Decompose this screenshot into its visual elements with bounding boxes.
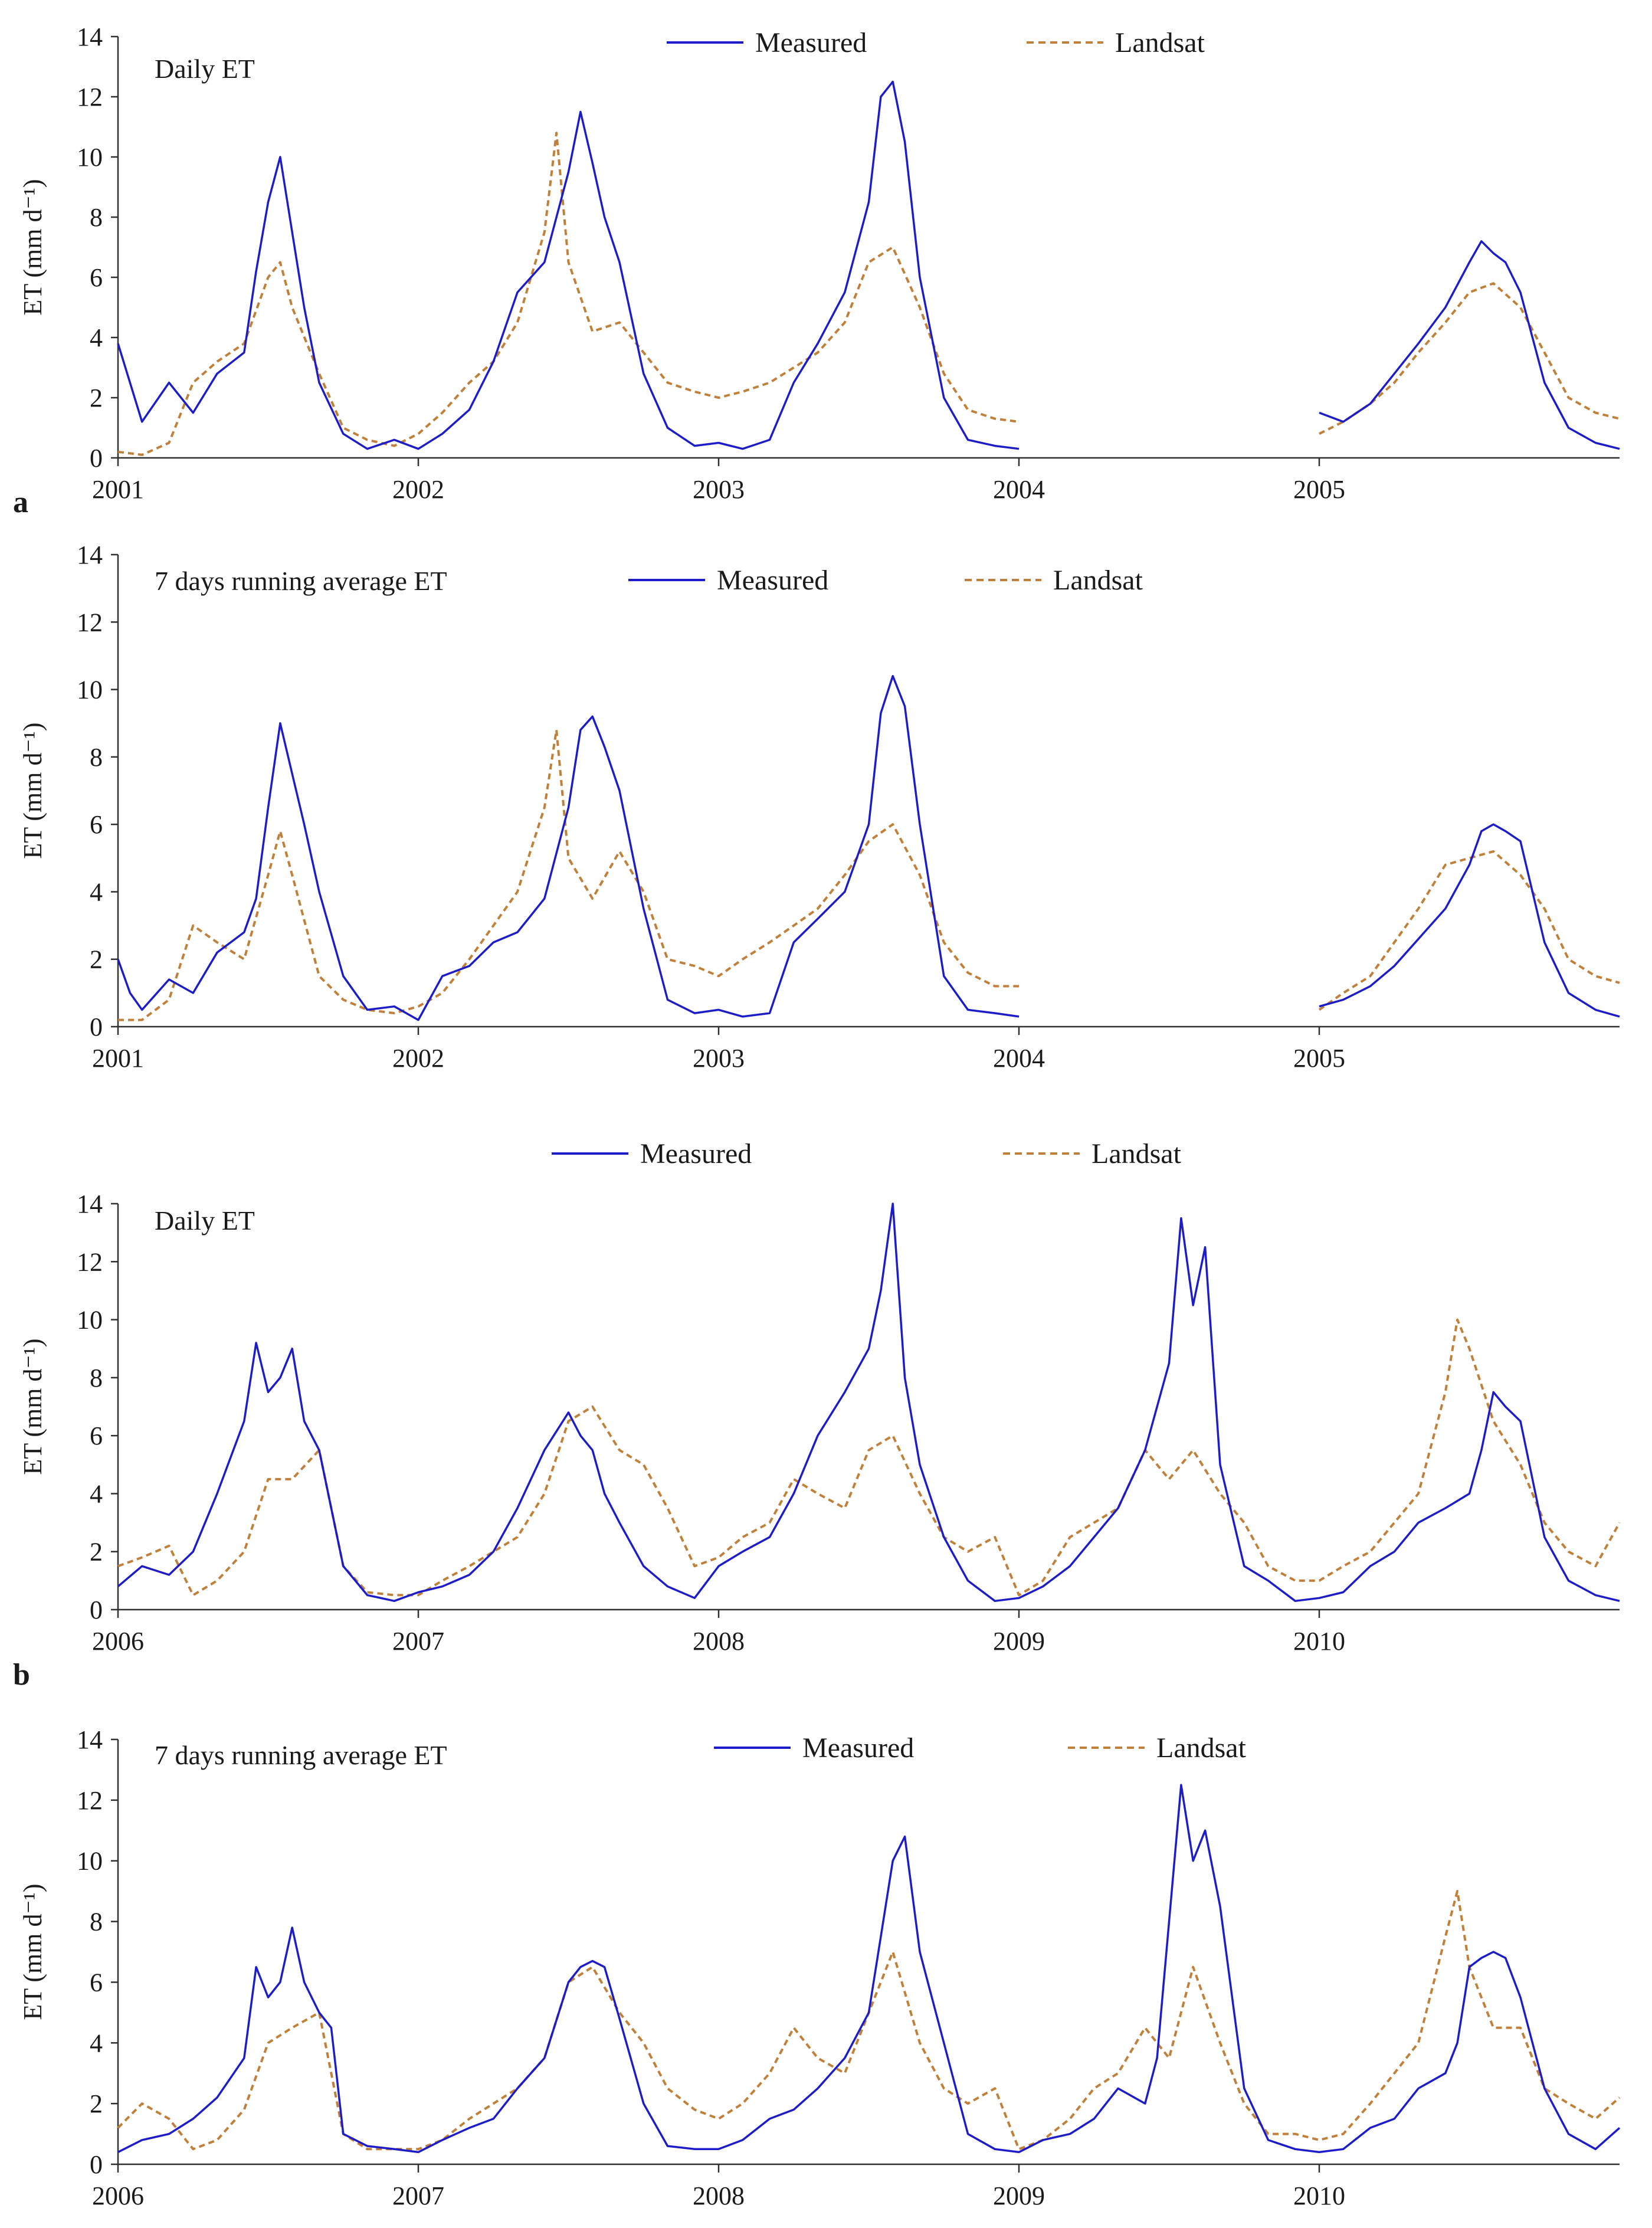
- y-tick-label: 6: [90, 810, 103, 839]
- x-tick-label: 2001: [92, 475, 144, 504]
- x-tick-label: 2007: [392, 1627, 444, 1656]
- x-tick-label: 2004: [993, 1044, 1045, 1073]
- y-tick-label: 12: [77, 608, 103, 637]
- panel-b-daily-et: 0 2 4 6 8 10 12 14 2006 2007 2008 2009 2010 ET (mm d⁻…: [13, 1138, 1621, 1692]
- y-tick-label: 14: [77, 540, 103, 569]
- x-tick-label: 2003: [693, 1044, 745, 1073]
- legend-measured-label: Measured: [717, 565, 828, 596]
- y-tick-label: 4: [90, 323, 103, 352]
- panel-a-daily-et: 0 2 4 6 8 10 12 14 2001 2002 2003 2004 2005 ET (mm d⁻…: [13, 22, 1620, 519]
- y-tick-label: 0: [90, 1595, 103, 1624]
- y-tick-label: 2: [90, 384, 103, 412]
- panel-title: 7 days running average ET: [155, 1740, 447, 1770]
- x-tick-label: 2010: [1293, 1627, 1345, 1656]
- x-tick-label: 2004: [993, 475, 1045, 504]
- y-axis-label: ET (mm d⁻¹): [18, 722, 47, 859]
- legend-landsat-label: Landsat: [1053, 565, 1143, 596]
- x-tick-label: 2003: [693, 475, 745, 504]
- measured-series-line: [117, 1784, 1621, 2154]
- y-tick-label: 4: [90, 1479, 103, 1508]
- x-tick-label: 2005: [1293, 1044, 1345, 1073]
- measured-series-line: [117, 1203, 1620, 1603]
- y-tick-label: 12: [77, 1786, 103, 1815]
- panel-a-running-average-et: 0 2 4 6 8 10 12 14 2001 2002 2003 2004 2005 ET (mm d⁻…: [18, 540, 1620, 1073]
- landsat-series-line: [118, 729, 1620, 1021]
- x-tick-label: 2008: [693, 1627, 745, 1656]
- legend-measured-label: Measured: [802, 1732, 914, 1764]
- panel-b-running-average-et: 0 2 4 6 8 10 12 14 2006 2007 2008 2009 2010 ET (mm d⁻…: [18, 1725, 1621, 2210]
- x-tick-label: 2009: [993, 1627, 1045, 1656]
- y-tick-label: 12: [77, 1247, 103, 1276]
- panel-title: 7 days running average ET: [155, 566, 447, 596]
- panel-label: b: [13, 1658, 30, 1692]
- x-tick-label: 2008: [693, 2181, 745, 2210]
- y-tick-label: 14: [77, 1190, 103, 1218]
- x-tick-label: 2006: [92, 1627, 144, 1656]
- landsat-series-line: [117, 132, 1620, 456]
- legend-landsat-label: Landsat: [1092, 1138, 1182, 1169]
- y-tick-label: 8: [90, 203, 103, 232]
- y-tick-label: 6: [90, 263, 103, 292]
- y-tick-label: 2: [90, 1538, 103, 1567]
- measured-series-line: [117, 80, 1620, 450]
- x-tick-label: 2002: [392, 1044, 444, 1073]
- x-tick-label: 2006: [92, 2181, 144, 2210]
- y-axis-label: ET (mm d⁻¹): [18, 1883, 47, 2020]
- legend-landsat-label: Landsat: [1156, 1732, 1247, 1764]
- x-tick-label: 2010: [1293, 2181, 1345, 2210]
- x-tick-label: 2009: [993, 2181, 1045, 2210]
- y-tick-label: 6: [90, 1968, 103, 1997]
- y-tick-label: 14: [77, 1725, 103, 1754]
- y-tick-label: 4: [90, 877, 103, 906]
- y-tick-label: 2: [90, 945, 103, 974]
- y-tick-label: 2: [90, 2089, 103, 2118]
- y-tick-label: 8: [90, 1364, 103, 1392]
- landsat-series-line: [117, 1890, 1621, 2151]
- y-tick-label: 10: [77, 1306, 103, 1335]
- y-axis-label: ET (mm d⁻¹): [18, 1338, 47, 1475]
- y-tick-label: 14: [77, 22, 103, 51]
- legend-measured-label: Measured: [755, 27, 867, 58]
- x-tick-label: 2007: [392, 2181, 444, 2210]
- measured-series-line: [117, 674, 1620, 1021]
- y-tick-label: 10: [77, 143, 103, 172]
- panel-title: Daily ET: [155, 1205, 255, 1236]
- y-tick-label: 10: [77, 1847, 103, 1876]
- x-tick-label: 2002: [392, 475, 444, 504]
- y-tick-label: 12: [77, 83, 103, 112]
- legend-landsat-label: Landsat: [1115, 27, 1205, 58]
- panel-label: a: [13, 486, 28, 519]
- y-tick-label: 8: [90, 743, 103, 772]
- x-tick-label: 2001: [92, 1044, 144, 1073]
- x-tick-label: 2005: [1293, 475, 1345, 504]
- y-tick-label: 4: [90, 2029, 103, 2057]
- y-tick-label: 0: [90, 1013, 103, 1041]
- y-axis-label: ET (mm d⁻¹): [18, 179, 47, 315]
- y-tick-label: 8: [90, 1908, 103, 1937]
- legend-measured-label: Measured: [640, 1138, 752, 1169]
- y-tick-label: 0: [90, 444, 103, 473]
- y-tick-label: 0: [90, 2150, 103, 2179]
- panel-title: Daily ET: [155, 54, 255, 84]
- landsat-series-line: [117, 1318, 1621, 1597]
- y-tick-label: 10: [77, 676, 103, 705]
- y-tick-label: 6: [90, 1421, 103, 1450]
